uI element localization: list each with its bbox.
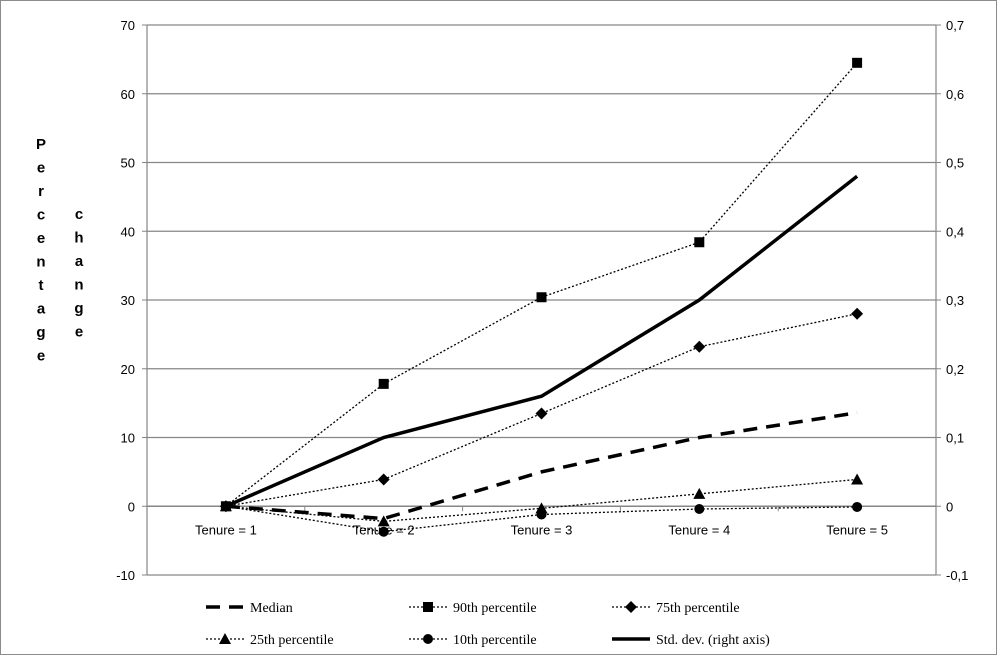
series-line [225, 62, 858, 507]
marker-triangle [377, 515, 390, 527]
x-tick-label: Tenure = 4 [668, 522, 730, 537]
y-axis-label-letter: r [38, 183, 44, 200]
marker-square [378, 378, 389, 389]
marker-triangle [219, 633, 231, 644]
y2-tick-label: 0,6 [946, 87, 964, 102]
y2-tick-label: 0,7 [946, 18, 964, 33]
y-tick-label: 20 [121, 362, 135, 377]
legend-label: Median [250, 601, 293, 616]
marker-diamond [851, 307, 864, 320]
series-std-dev-right-axis [225, 174, 859, 508]
legend-entry: 25th percentile [206, 633, 334, 648]
y-axis-label-letter: n [36, 254, 45, 271]
y2-axis-tick-labels: -0,1 0 0,1 0,2 0,3 0,4 0,5 0,6 0,7 [946, 18, 968, 583]
y-tick-label: 30 [121, 293, 135, 308]
y-axis-label-letter: g [74, 300, 83, 317]
y-axis-label-letter: g [36, 324, 45, 341]
y2-tick-label: 0,4 [946, 224, 964, 239]
marker-circle [378, 526, 389, 537]
marker-circle [852, 501, 863, 512]
marker-diamond [535, 407, 548, 420]
marker-diamond [625, 601, 637, 613]
y2-tick-label: 0,2 [946, 362, 964, 377]
legend-entry: Std. dev. (right axis) [612, 633, 770, 648]
legend-entry: Median [206, 601, 293, 616]
legend-label: 75th percentile [656, 601, 740, 616]
y-tick-label: 50 [121, 156, 135, 171]
x-tick-label: Tenure = 5 [826, 522, 888, 537]
marker-square [852, 57, 863, 68]
legend-entry: 10th percentile [409, 633, 537, 648]
x-axis-tick-labels: Tenure = 1 Tenure = 2 Tenure = 3 Tenure = 4… [195, 522, 888, 537]
marker-diamond [377, 473, 390, 486]
marker-circle [423, 634, 433, 644]
y-axis-label-letter: e [37, 230, 45, 247]
y2-tick-label: 0,1 [946, 431, 964, 446]
y-tick-label: 10 [121, 431, 135, 446]
y-axis-label-letter: t [39, 277, 44, 294]
series-line [225, 174, 859, 508]
y-tick-label: 40 [121, 224, 135, 239]
marker-square [423, 602, 433, 612]
series-line [225, 411, 858, 521]
y-axis-label-letter: a [37, 301, 46, 318]
y-axis-label-letter: P [36, 136, 46, 153]
legend-label: 90th percentile [453, 601, 537, 616]
y-axis-label-letter: a [75, 253, 84, 270]
y-axis-label-letter: c [75, 206, 83, 223]
y-axis-label-letter: c [37, 207, 45, 224]
y-tick-label: 0 [128, 499, 135, 514]
legend-label: 10th percentile [453, 633, 537, 648]
marker-circle [536, 509, 547, 520]
marker-square [694, 237, 705, 248]
marker-circle [694, 504, 705, 514]
y2-tick-label: 0,3 [946, 293, 964, 308]
legend-label: 25th percentile [250, 633, 334, 648]
legend-label: Std. dev. (right axis) [656, 633, 770, 648]
legend-entry: 75th percentile [612, 601, 740, 616]
series-90th-percentile [220, 57, 863, 512]
legend: Median 90th percentile 75th percentile 25th… [206, 601, 770, 648]
series-line [225, 313, 858, 507]
series-75th-percentile [219, 307, 864, 513]
y-axis-label-letter: n [74, 277, 83, 294]
y-axis-label-letter: h [74, 230, 83, 247]
legend-entry: 90th percentile [409, 601, 537, 616]
marker-triangle [693, 487, 706, 499]
y-tick-label: -10 [116, 568, 135, 583]
y-tick-label: 70 [121, 18, 135, 33]
x-tick-label: Tenure = 1 [195, 522, 257, 537]
y2-tick-label: 0,5 [946, 156, 964, 171]
y2-tick-label: -0,1 [946, 568, 968, 583]
y-axis-label-letter: e [37, 348, 45, 365]
y-tick-label: 60 [121, 87, 135, 102]
x-tick-label: Tenure = 3 [511, 522, 573, 537]
y2-tick-label: 0 [946, 499, 953, 514]
series-line [225, 505, 858, 533]
marker-diamond [693, 340, 706, 353]
marker-triangle [851, 473, 864, 485]
y-axis-label-letter: e [75, 324, 83, 341]
marker-square [536, 292, 547, 303]
y-axis-label-letter: e [37, 160, 45, 177]
series [219, 57, 864, 537]
y-axis-tick-labels: -10 0 10 20 30 40 50 60 70 [116, 18, 135, 583]
series-median [225, 411, 858, 521]
